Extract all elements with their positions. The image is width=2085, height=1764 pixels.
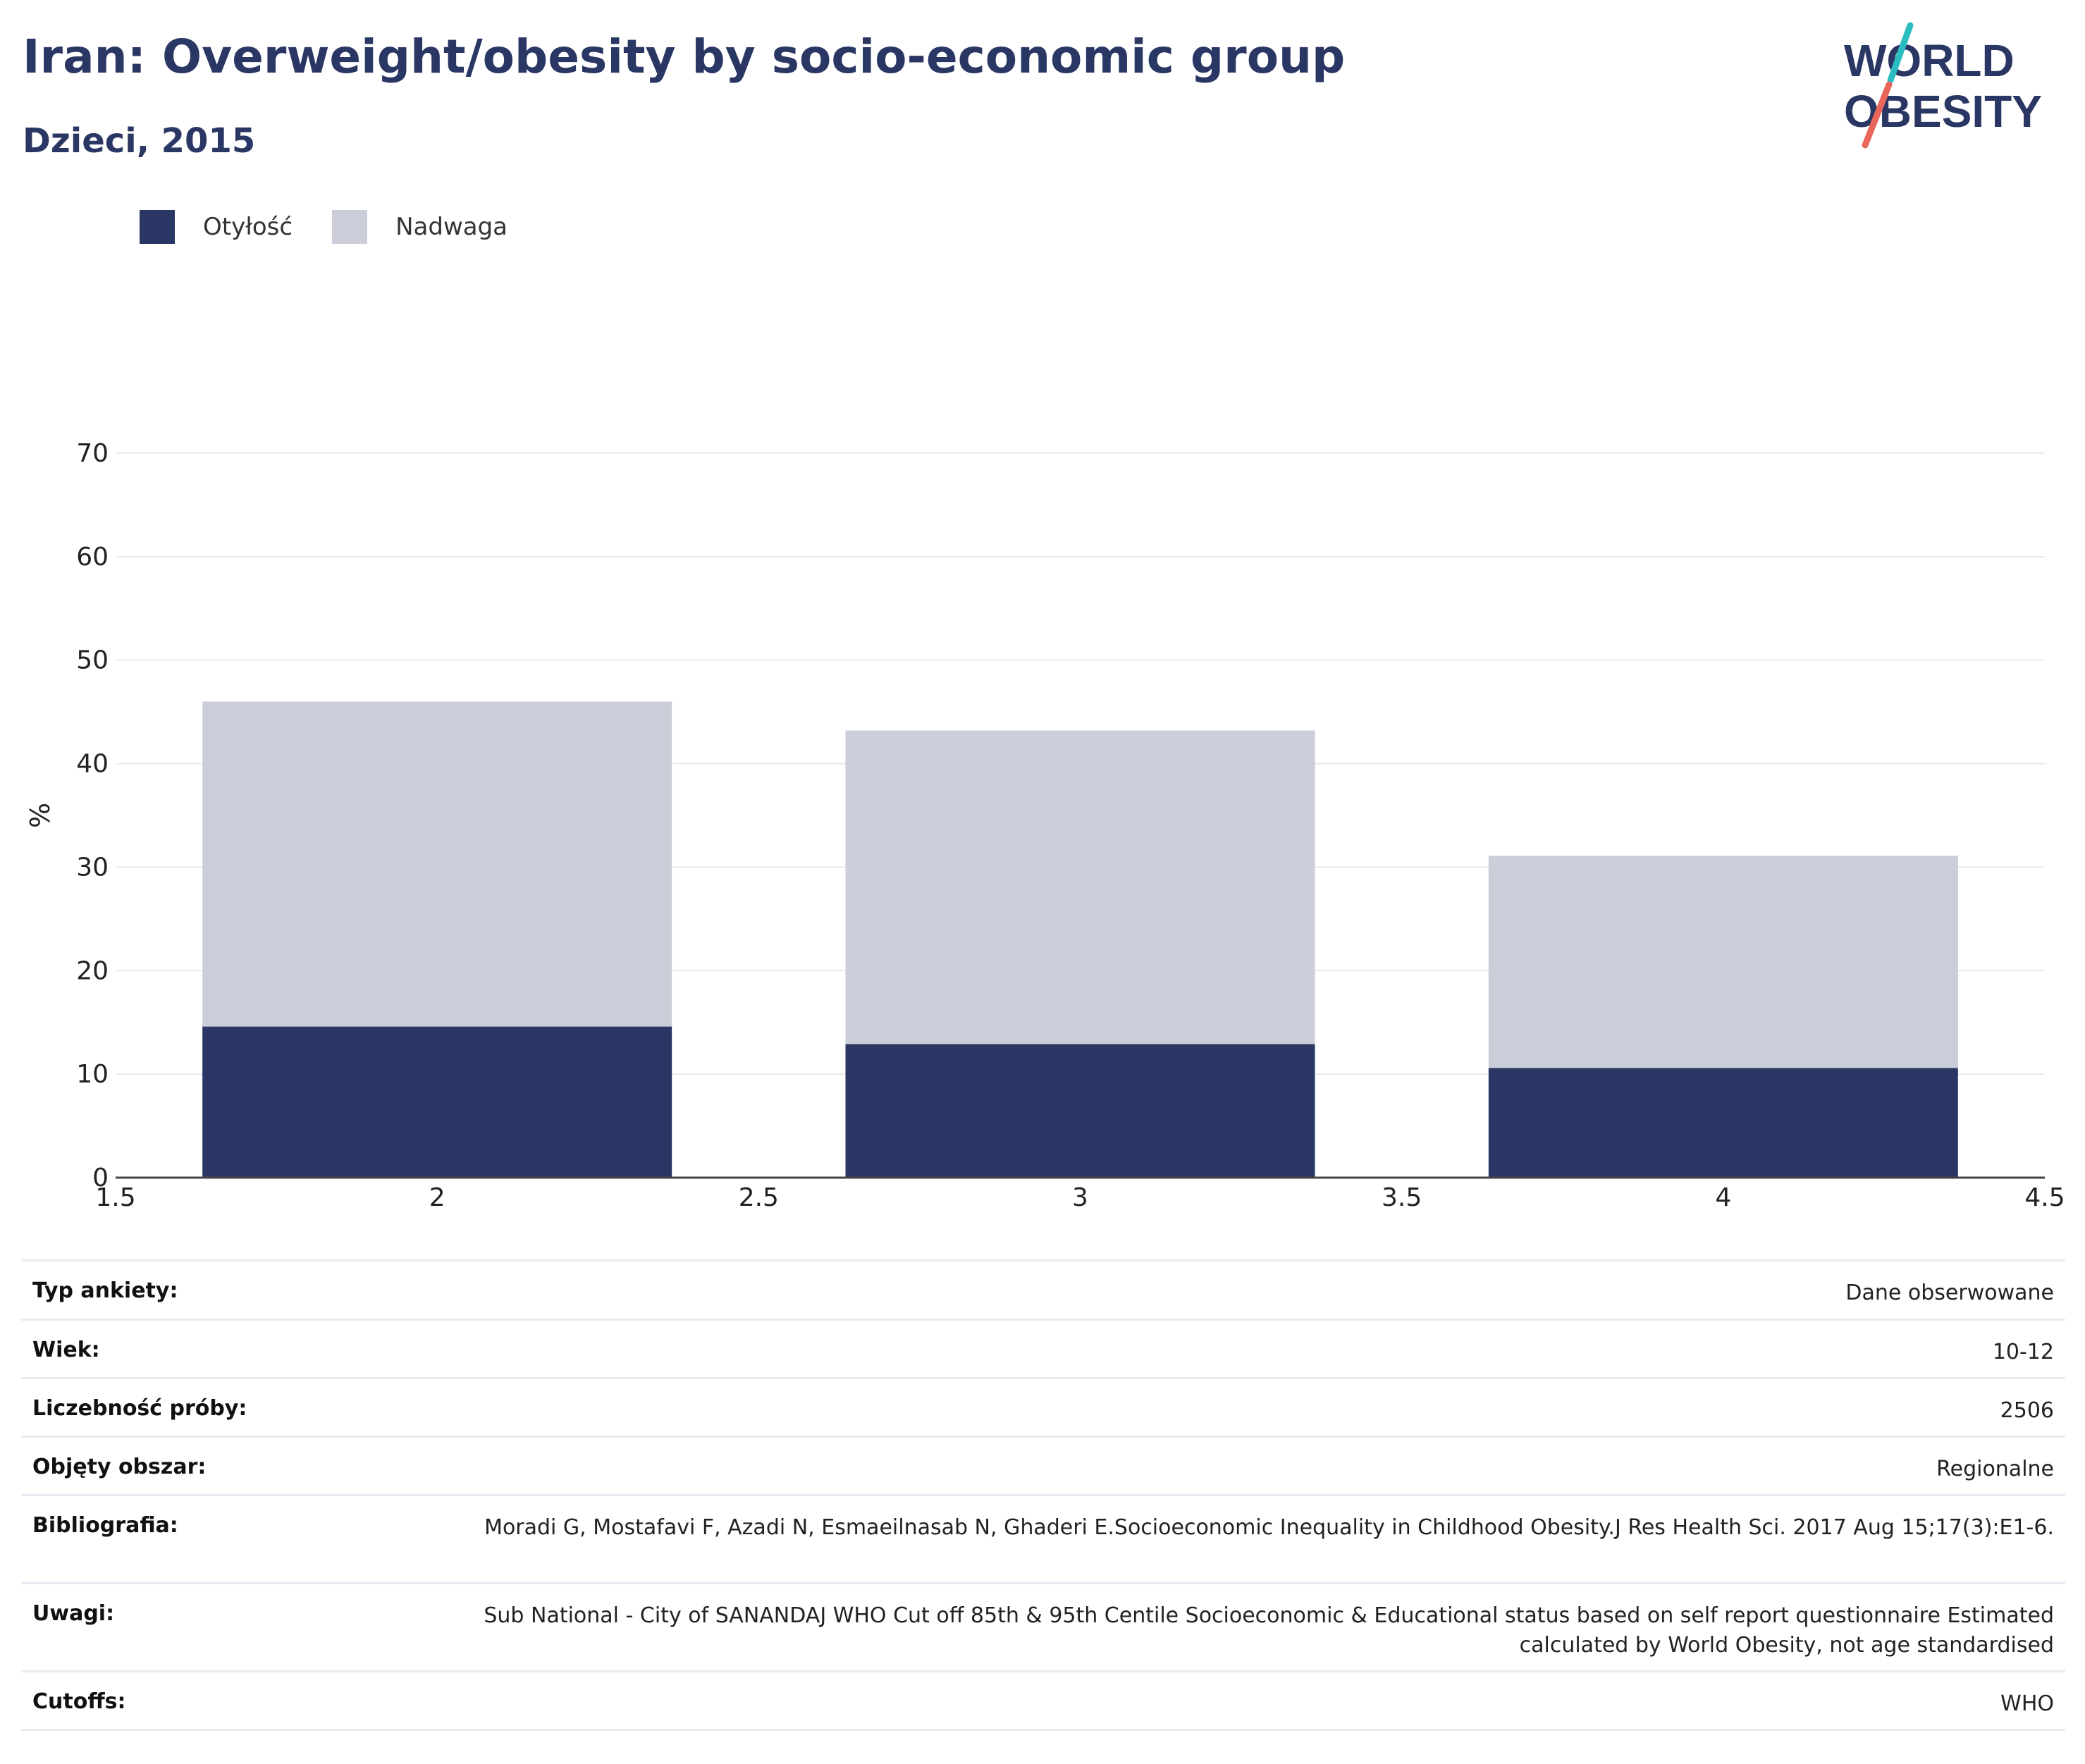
y-tick-label: 60: [76, 543, 109, 572]
info-value: WHO: [2000, 1691, 2054, 1716]
x-tick-label: 3.5: [1382, 1183, 1422, 1212]
info-value: Regionalne: [1936, 1457, 2054, 1481]
y-tick-label: 40: [76, 750, 109, 779]
info-label: Objęty obszar:: [32, 1455, 207, 1479]
legend-label-obesity: Otyłość: [203, 213, 293, 241]
info-value: 10-12: [1992, 1340, 2054, 1364]
y-tick-label: 30: [76, 853, 109, 882]
y-tick-label: 10: [76, 1060, 109, 1089]
x-tick-label: 3: [1072, 1183, 1088, 1212]
chart-subtitle: Dzieci, 2015: [23, 121, 256, 161]
y-tick-label: 0: [92, 1164, 109, 1192]
info-label: Typ ankiety:: [32, 1278, 178, 1303]
info-row-survey-type: Typ ankiety: Dane obserwowane: [21, 1259, 2065, 1319]
chart-legend: Otyłość Nadwaga: [140, 206, 547, 248]
info-row-bibliography: Bibliografia: Moradi G, Mostafavi F, Aza…: [21, 1494, 2065, 1582]
info-label: Bibliografia:: [32, 1513, 178, 1538]
y-tick-label: 50: [76, 646, 109, 675]
legend-swatch-obesity: [140, 210, 175, 244]
info-row-notes: Uwagi: Sub National - City of SANANDAJ W…: [21, 1582, 2065, 1670]
y-axis-title: %: [25, 803, 56, 828]
x-tick-label: 2: [429, 1183, 445, 1212]
info-row-age: Wiek: 10-12: [21, 1319, 2065, 1377]
legend-swatch-overweight: [332, 210, 368, 244]
y-tick-label: 70: [76, 439, 109, 468]
logo-line1: WORLD: [1844, 35, 2015, 86]
bar-chart: 0 10 20 30 40 50 60 70 1.5 2 2.5 3 3.5 4 4.5%: [25, 439, 2065, 1212]
info-table: Typ ankiety: Dane obserwowane Wiek: 10-1…: [21, 1259, 2065, 1731]
legend-item-overweight[interactable]: Nadwaga: [332, 210, 508, 244]
bar-overweight: [202, 701, 672, 1027]
x-tick-label: 4: [1715, 1183, 1731, 1212]
logo-slash-teal: [1887, 22, 1914, 84]
logo-slash-coral: [1862, 81, 1893, 149]
info-value: Sub National - City of SANANDAJ WHO Cut …: [484, 1603, 2054, 1658]
info-value: 2506: [2000, 1398, 2054, 1423]
info-label: Wiek:: [32, 1338, 100, 1362]
bar-obesity: [1488, 1068, 1958, 1178]
x-tick-label: 1.5: [95, 1183, 135, 1212]
bar-obesity: [202, 1026, 672, 1178]
y-tick-label: 20: [76, 956, 109, 985]
legend-label-overweight: Nadwaga: [395, 213, 508, 241]
chart-title: Iran: Overweight/obesity by socio-econom…: [23, 30, 1346, 84]
bar-overweight: [845, 730, 1315, 1044]
info-row-area: Objęty obszar: Regionalne: [21, 1436, 2065, 1494]
info-value: Dane obserwowane: [1845, 1281, 2054, 1305]
x-tick-label: 2.5: [739, 1183, 779, 1212]
info-row-sample-size: Liczebność próby: 2506: [21, 1377, 2065, 1436]
info-label: Uwagi:: [32, 1601, 115, 1626]
info-label: Cutoffs:: [32, 1689, 126, 1714]
info-row-cutoffs: Cutoffs: WHO: [21, 1670, 2065, 1731]
info-value: Moradi G, Mostafavi F, Azadi N, Esmaeiln…: [484, 1515, 2054, 1540]
world-obesity-logo: WORLD OBESITY: [1844, 22, 2042, 149]
bar-overweight: [1488, 856, 1958, 1068]
legend-item-obesity[interactable]: Otyłość: [140, 210, 293, 244]
info-label: Liczebność próby:: [32, 1396, 247, 1421]
x-tick-label: 4.5: [2024, 1183, 2065, 1212]
bar-obesity: [845, 1044, 1315, 1178]
